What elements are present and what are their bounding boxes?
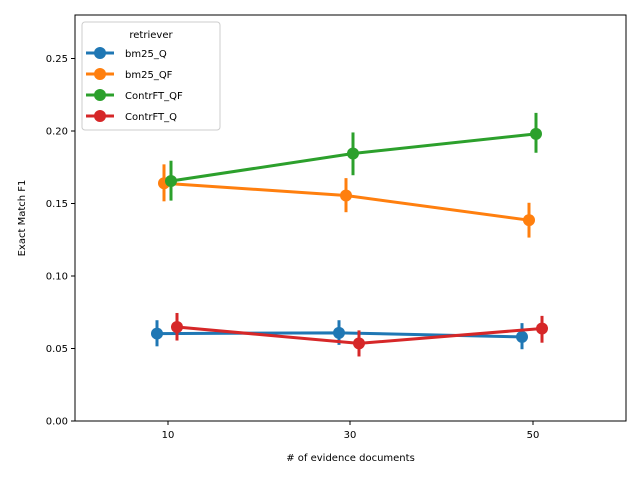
data-point — [171, 321, 183, 334]
data-point — [530, 127, 542, 140]
legend-label: bm25_QF — [125, 70, 173, 81]
y-tick-label: 0.00 — [46, 417, 68, 428]
x-tick-label: 50 — [527, 430, 540, 441]
legend-swatch-marker — [94, 68, 106, 80]
y-tick-label: 0.25 — [46, 54, 68, 65]
y-tick-label: 0.15 — [46, 199, 68, 210]
data-point — [333, 326, 345, 339]
x-tick-label: 10 — [162, 430, 175, 441]
y-tick-label: 0.20 — [46, 127, 68, 138]
legend-label: ContrFT_QF — [125, 91, 183, 102]
series-bm25_QF — [158, 164, 535, 238]
data-point — [347, 147, 359, 160]
legend-swatch-marker — [94, 89, 106, 101]
legend-entry: bm25_Q — [86, 47, 167, 60]
data-point — [165, 175, 177, 188]
legend-entry: ContrFT_Q — [86, 110, 177, 123]
data-point — [516, 330, 528, 343]
data-point — [340, 189, 352, 202]
legend-title: retriever — [129, 30, 173, 41]
series-ContrFT_Q — [171, 312, 548, 357]
x-tick-label: 30 — [344, 430, 357, 441]
legend-entry: bm25_QF — [86, 68, 173, 81]
y-tick-label: 0.05 — [46, 344, 68, 355]
series-ContrFT_QF — [165, 112, 542, 201]
data-point — [523, 214, 535, 227]
data-point — [151, 327, 163, 340]
data-point — [536, 322, 548, 335]
legend-swatch-marker — [94, 110, 106, 122]
legend: retriever bm25_Q bm25_QF ContrFT_QF ContrFT… — [81, 21, 221, 131]
marks-layer — [151, 112, 548, 357]
y-tick-label: 0.10 — [46, 272, 68, 283]
legend-label: ContrFT_Q — [125, 112, 177, 123]
legend-box — [81, 21, 221, 131]
ticks-layer: 0.00 0.05 0.10 0.15 0.20 0.25 10 30 50 — [46, 54, 540, 441]
data-point — [353, 337, 365, 350]
x-axis-label: # of evidence documents — [286, 453, 415, 464]
legend-swatch-marker — [94, 47, 106, 59]
legend-label: bm25_Q — [125, 49, 167, 60]
y-axis-label: Exact Match F1 — [17, 180, 28, 257]
legend-entry: ContrFT_QF — [86, 89, 183, 102]
legend-entries: bm25_Q bm25_QF ContrFT_QF ContrFT_Q — [86, 47, 183, 123]
